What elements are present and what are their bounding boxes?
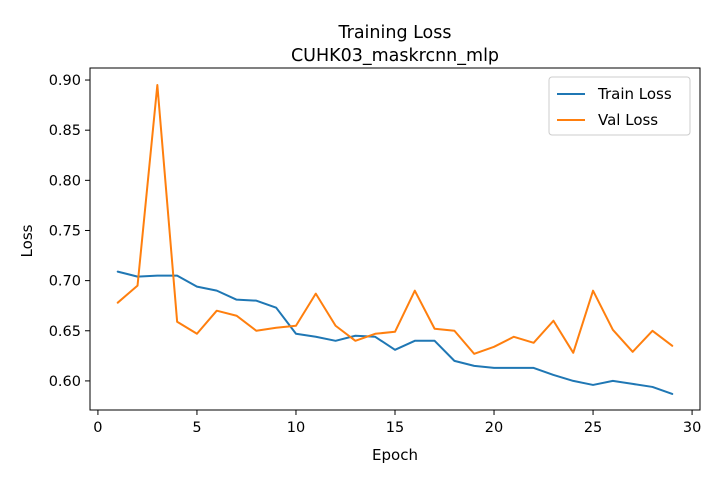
x-tick-label: 10 [287,420,305,436]
y-tick-label: 0.70 [49,274,81,290]
x-axis-label: Epoch [372,446,418,464]
y-tick-label: 0.90 [49,73,81,89]
x-tick-label: 15 [386,420,404,436]
series-layer [116,84,674,395]
x-tick-label: 20 [485,420,503,436]
x-tick-label: 5 [192,420,201,436]
chart-subtitle: CUHK03_maskrcnn_mlp [291,46,499,66]
x-tick-label: 0 [93,420,102,436]
y-tick-label: 0.80 [49,173,81,189]
x-tick-label: 25 [584,420,602,436]
val-loss-line [116,84,674,355]
y-axis-label: Loss [18,224,36,257]
y-tick-label: 0.75 [49,223,81,239]
y-tick-label: 0.65 [49,324,81,340]
legend-label-val: Val Loss [598,111,658,129]
y-tick-label: 0.60 [49,374,81,390]
x-tick-label: 30 [683,420,701,436]
x-axis: 0 5 10 15 20 25 30 [93,410,701,436]
y-axis: 0.60 0.65 0.70 0.75 0.80 0.85 0.90 [49,73,90,390]
y-tick-label: 0.85 [49,123,81,139]
legend-label-train: Train Loss [597,85,672,103]
legend: Train Loss Val Loss [548,76,691,136]
train-loss-line [116,270,674,395]
chart-title: Training Loss [338,23,452,43]
